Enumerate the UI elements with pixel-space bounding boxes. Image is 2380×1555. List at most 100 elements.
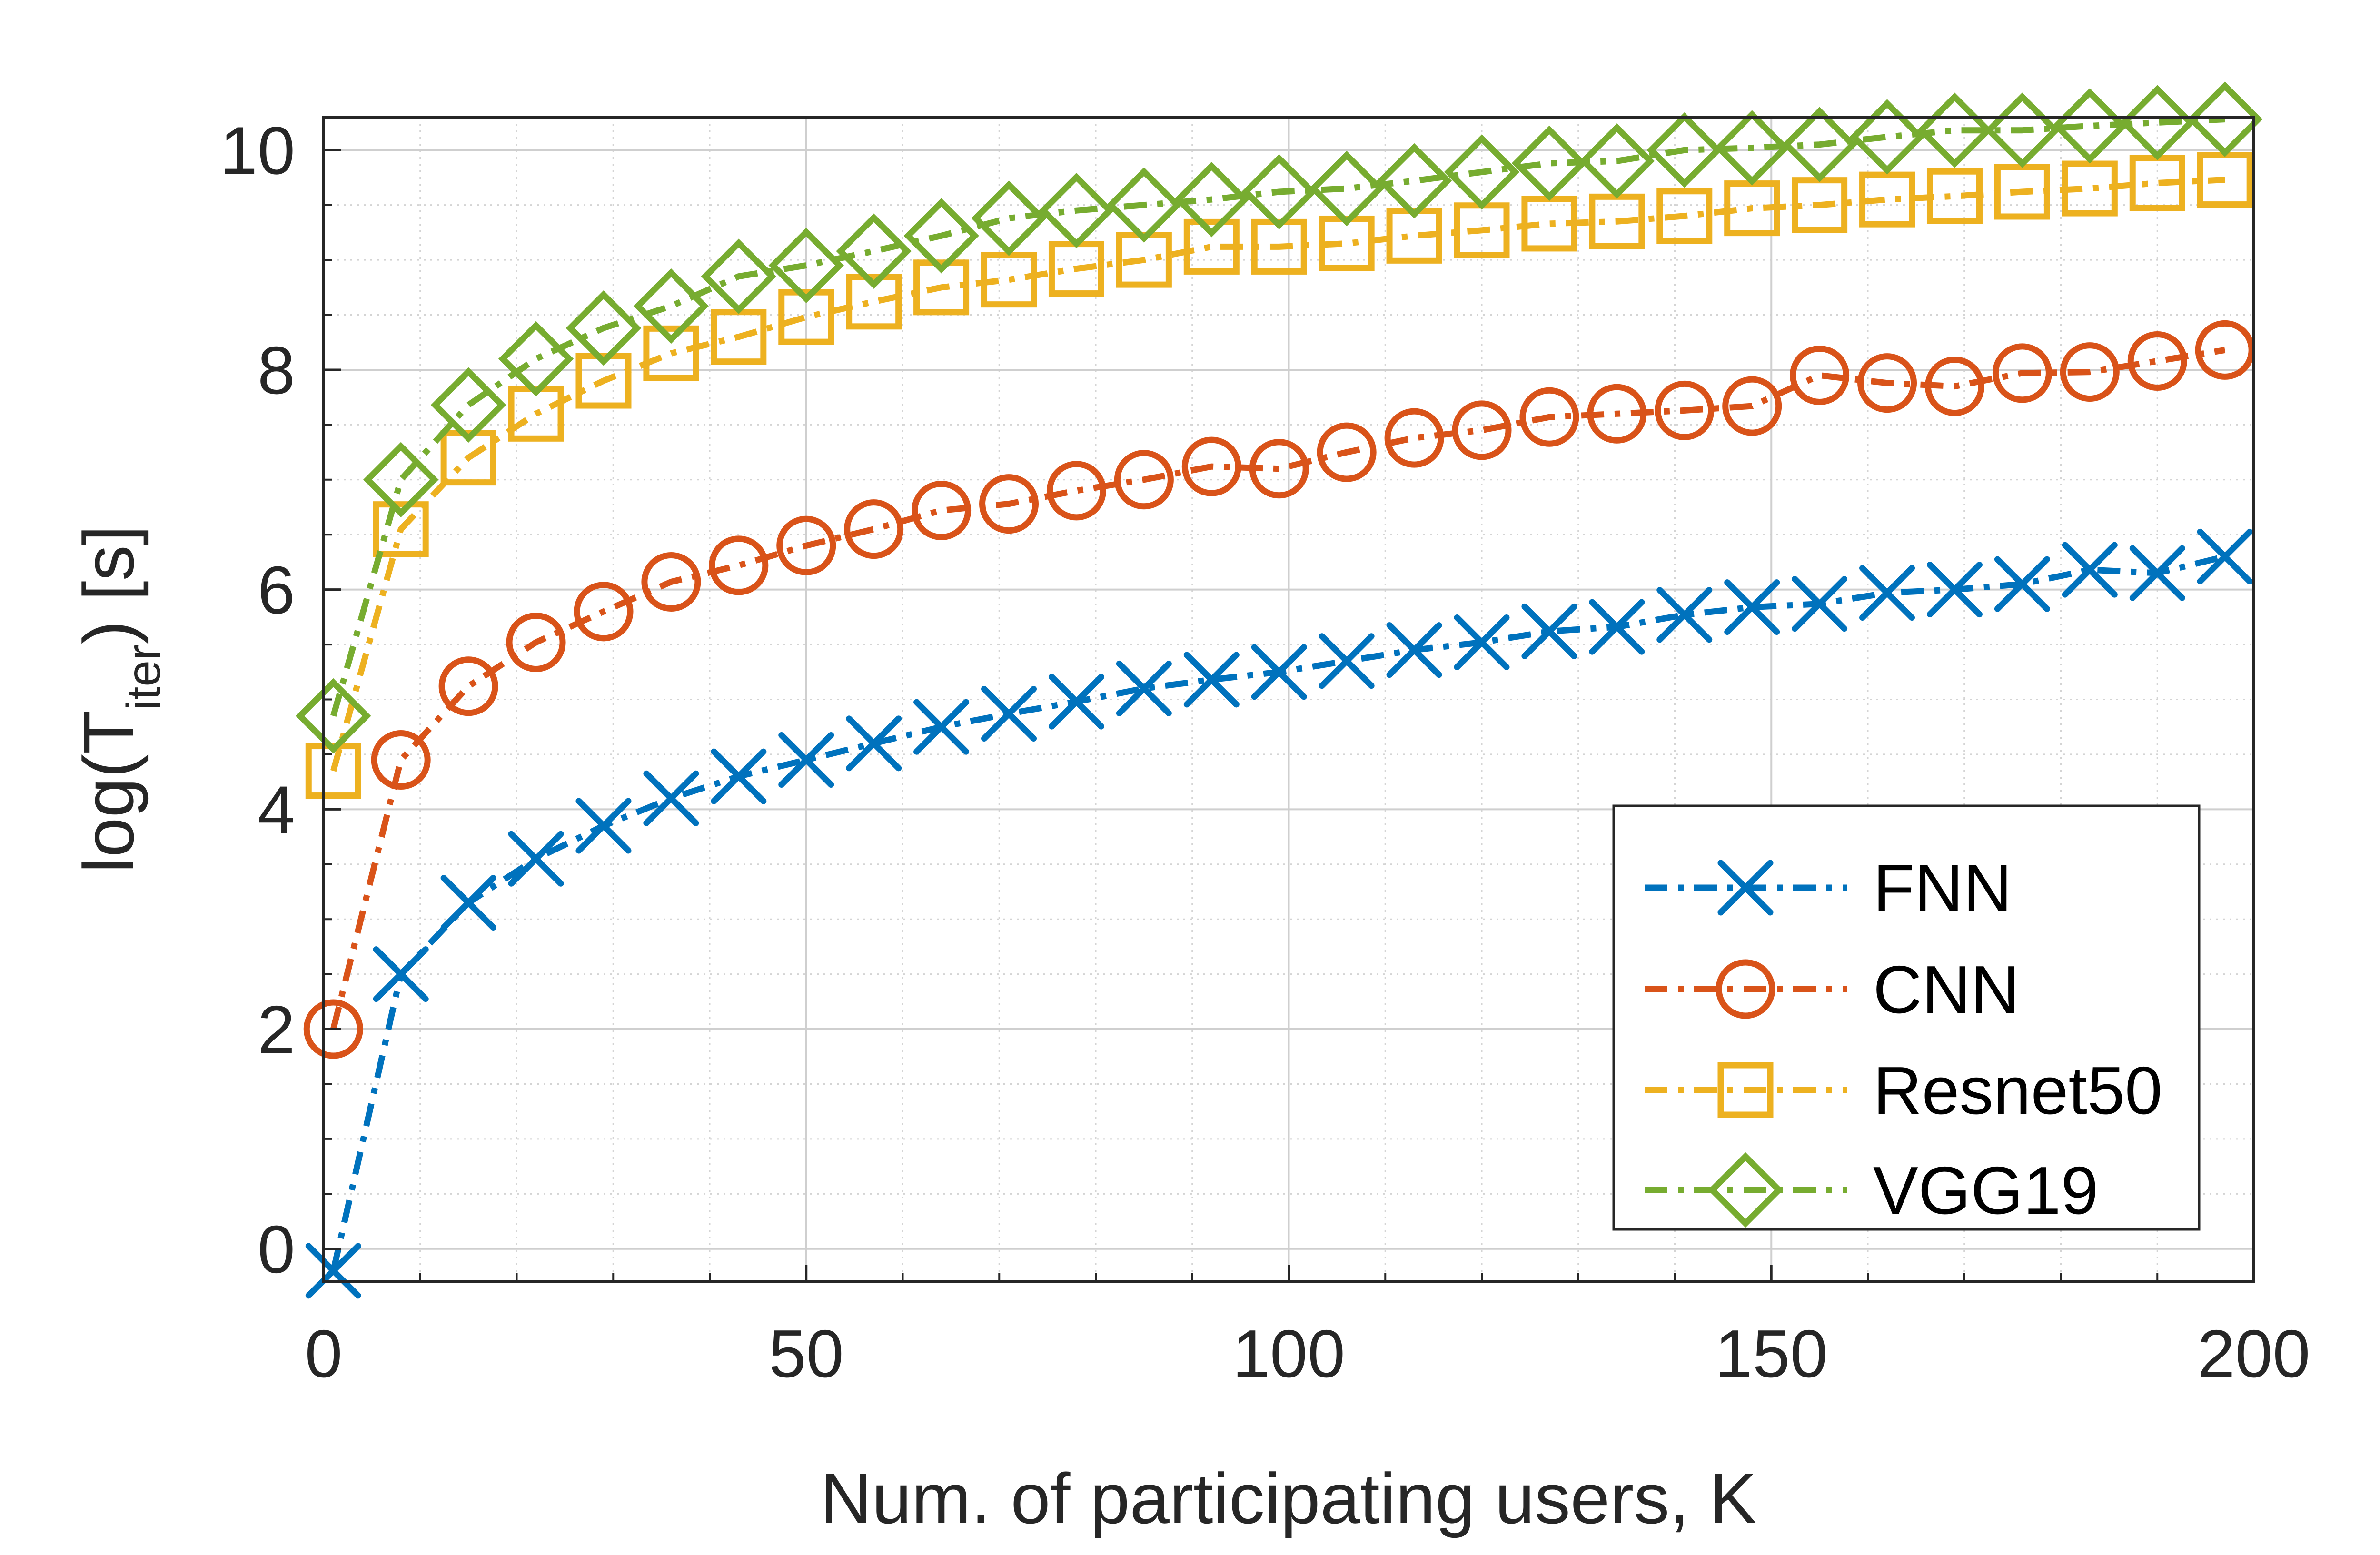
- data-point-fnn: [1521, 603, 1577, 659]
- data-point-vgg19: [1984, 92, 2060, 168]
- data-point-cnn: [1924, 357, 1984, 416]
- data-point-fnn: [1656, 587, 1713, 643]
- x-tick-label: 0: [305, 1316, 343, 1392]
- legend-marker-vgg19: [1707, 1152, 1784, 1228]
- x-tick-label: 150: [1715, 1316, 1828, 1392]
- data-point-cnn: [1790, 345, 1850, 405]
- data-point-cnn: [1317, 422, 1377, 482]
- data-point-resnet50: [2062, 160, 2118, 217]
- data-point-fnn: [1589, 599, 1645, 655]
- data-point-cnn: [303, 999, 363, 1059]
- legend: FNN CNN Resnet50 VGG19: [1612, 804, 2201, 1231]
- data-point-vgg19: [430, 367, 506, 443]
- data-point-fnn: [1116, 660, 1172, 716]
- data-point-cnn: [1992, 343, 2052, 403]
- data-point-resnet50: [913, 259, 970, 316]
- data-point-vgg19: [701, 238, 777, 314]
- data-point-vgg19: [565, 290, 642, 366]
- data-point-vgg19: [836, 213, 912, 289]
- data-point-fnn: [1454, 614, 1510, 670]
- x-tick-label: 50: [769, 1316, 844, 1392]
- data-point-cnn: [1114, 450, 1174, 510]
- legend-label-vgg19: VGG19: [1873, 1153, 2099, 1228]
- data-point-vgg19: [2120, 85, 2195, 160]
- data-point-cnn: [574, 582, 634, 642]
- data-point-vgg19: [971, 180, 1047, 256]
- x-tick-label: 100: [1232, 1316, 1345, 1392]
- x-tick-labels: 0 50 100 150 200: [305, 1316, 2311, 1392]
- data-point-vgg19: [363, 442, 439, 517]
- data-point-vgg19: [2052, 88, 2128, 164]
- data-point-vgg19: [768, 228, 844, 303]
- legend-entry-resnet50: Resnet50: [1645, 1053, 2162, 1129]
- data-point-cnn: [1452, 400, 1512, 460]
- data-point-resnet50: [778, 289, 834, 345]
- data-point-cnn: [641, 552, 701, 612]
- data-point-vgg19: [1106, 167, 1182, 243]
- y-tick-label: 2: [258, 992, 295, 1068]
- data-point-vgg19: [1174, 161, 1250, 238]
- y-axis-label-main: log(T: [69, 711, 149, 873]
- data-point-fnn: [575, 798, 632, 854]
- data-point-vgg19: [1579, 123, 1655, 199]
- data-point-fnn: [778, 732, 834, 788]
- series-vgg19: [296, 81, 2263, 754]
- data-point-vgg19: [1646, 112, 1722, 188]
- data-point-cnn: [1384, 408, 1444, 468]
- data-point-resnet50: [846, 274, 902, 330]
- data-point-vgg19: [1782, 107, 1857, 182]
- data-point-cnn: [438, 656, 498, 716]
- data-point-fnn: [913, 699, 970, 755]
- legend-label-cnn: CNN: [1873, 952, 2020, 1028]
- legend-marker-cnn: [1716, 959, 1775, 1019]
- data-point-cnn: [1587, 384, 1647, 444]
- data-point-fnn: [1386, 622, 1442, 678]
- data-point-vgg19: [1241, 154, 1317, 230]
- data-point-fnn: [1994, 556, 2050, 612]
- data-point-fnn: [2197, 528, 2253, 584]
- data-point-resnet50: [440, 430, 496, 486]
- data-point-fnn: [1319, 633, 1375, 689]
- legend-entry-cnn: CNN: [1645, 952, 2020, 1028]
- data-point-fnn: [2062, 542, 2118, 598]
- data-point-vgg19: [1714, 110, 1790, 186]
- data-point-vgg19: [1444, 134, 1520, 210]
- data-point-fnn: [1792, 576, 1848, 632]
- data-point-cnn: [506, 612, 566, 672]
- legend-marker-fnn: [1717, 860, 1774, 916]
- data-point-vgg19: [2187, 81, 2263, 157]
- data-point-fnn: [981, 686, 1037, 742]
- data-point-cnn: [912, 480, 972, 540]
- y-tick-label: 0: [258, 1212, 295, 1288]
- data-point-cnn: [2127, 331, 2187, 391]
- data-point-vgg19: [633, 268, 709, 344]
- data-point-resnet50: [373, 501, 429, 557]
- data-point-fnn: [1183, 652, 1240, 708]
- y-axis-label: log(Titer) [s]: [69, 525, 170, 873]
- legend-box: [1612, 804, 2201, 1231]
- y-tick-label: 6: [258, 553, 295, 628]
- series-cnn: [303, 320, 2255, 1059]
- data-point-fnn: [1251, 644, 1307, 700]
- x-tick-label: 200: [2198, 1316, 2311, 1392]
- data-point-vgg19: [1309, 150, 1385, 227]
- data-point-vgg19: [1039, 173, 1114, 248]
- data-point-resnet50: [1656, 188, 1713, 244]
- data-point-vgg19: [498, 321, 574, 397]
- axis-ticks: [322, 149, 2255, 1282]
- y-tick-label: 8: [258, 333, 295, 408]
- data-point-cnn: [1519, 387, 1579, 447]
- data-point-cnn: [1249, 439, 1309, 499]
- data-point-resnet50: [643, 325, 699, 381]
- y-axis-label-suffix: ) [s]: [69, 525, 149, 644]
- x-axis-label: Num. of participating users, K: [820, 1458, 1757, 1538]
- data-point-fnn: [2129, 545, 2185, 601]
- data-point-fnn: [440, 875, 496, 931]
- data-point-fnn: [643, 770, 699, 826]
- data-point-cnn: [2195, 320, 2255, 380]
- legend-marker-resnet50: [1717, 1062, 1774, 1118]
- y-tick-labels: 0 2 4 6 8 10: [220, 113, 295, 1287]
- data-point-cnn: [1046, 461, 1106, 521]
- data-point-cnn: [1722, 376, 1782, 436]
- data-point-cnn: [776, 515, 836, 575]
